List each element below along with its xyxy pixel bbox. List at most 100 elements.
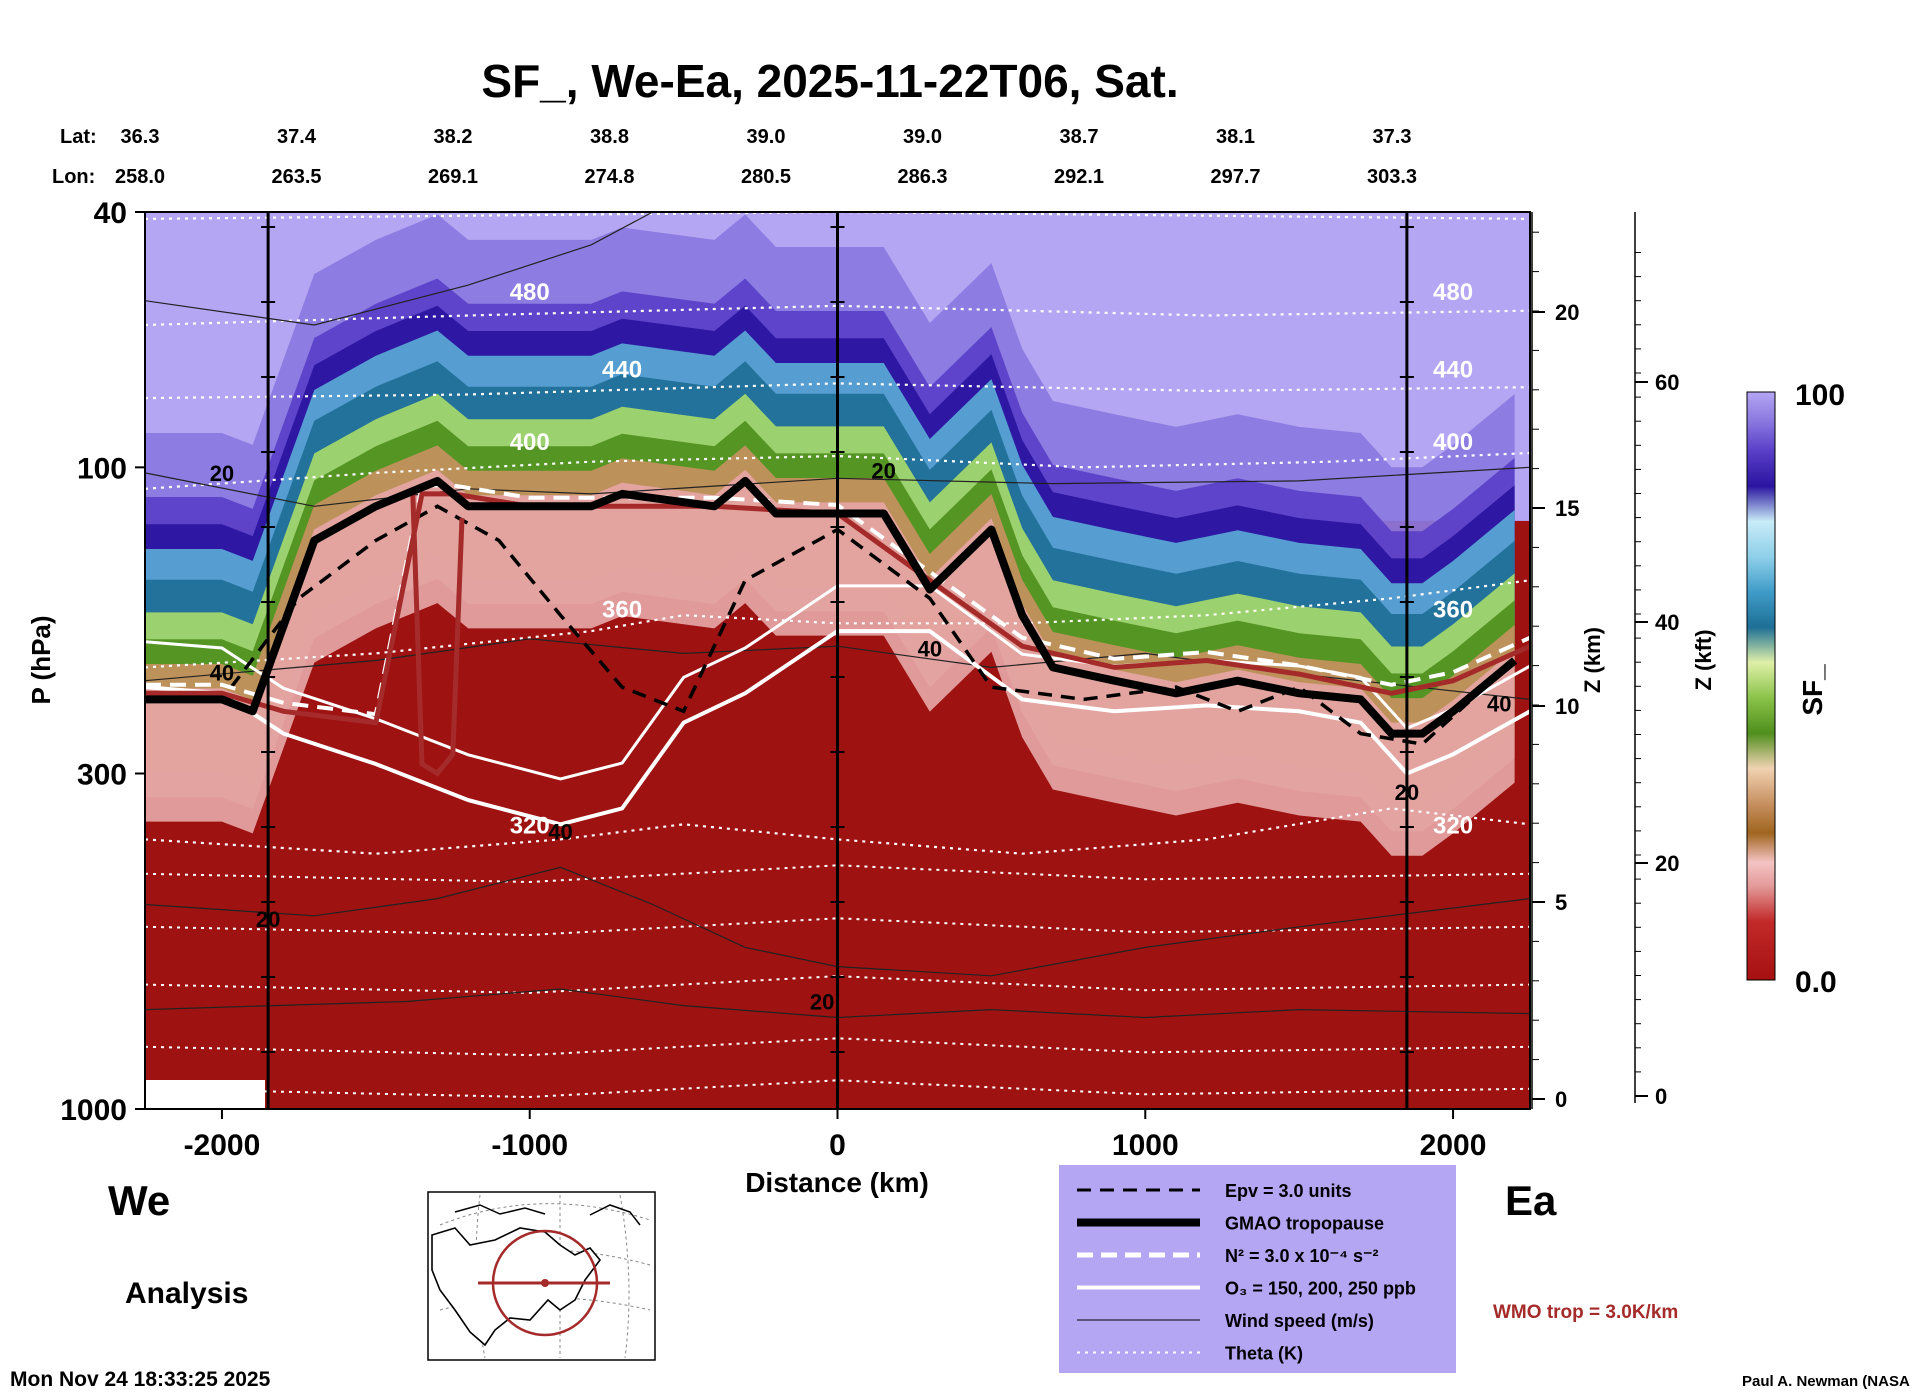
z-km-title: Z (km) (1580, 627, 1605, 693)
theta-label: 320 (510, 812, 550, 839)
x-axis: -2000 -1000 0 1000 2000 (184, 1109, 1486, 1162)
gmao-tropopause-line (145, 476, 1518, 738)
lon-value: 297.7 (1210, 166, 1260, 188)
theta-label: 520 (1433, 185, 1473, 212)
theta-line (145, 975, 1530, 994)
wind-line (145, 466, 1530, 507)
chart-title: SF_, We-Ea, 2025-11-22T06, Sat. (481, 55, 1178, 107)
left-direction-label: We (108, 1177, 170, 1224)
theta-label: 320 (1433, 812, 1473, 839)
wind-label: 40 (1487, 691, 1511, 716)
lon-value: 303.3 (1367, 166, 1417, 188)
field-band (145, 469, 1515, 856)
theta-line (145, 1079, 1530, 1099)
x-axis-title: Distance (km) (745, 1167, 929, 1198)
lat-value: 38.1 (1216, 126, 1255, 148)
lat-value: 37.4 (277, 126, 317, 148)
z-km-tick-label: 5 (1555, 890, 1567, 915)
theta-label: 400 (510, 429, 550, 456)
legend-label: GMAO tropopause (1225, 1214, 1384, 1234)
right-direction-label: Ea (1505, 1177, 1557, 1224)
theta-line (145, 212, 1530, 220)
x-tick-label: 1000 (1112, 1129, 1179, 1162)
legend-label: O₃ = 150, 200, 250 ppb (1225, 1279, 1416, 1299)
n2-contour (145, 483, 1530, 717)
lat-value: 39.0 (747, 126, 786, 148)
lat-value: 39.0 (903, 126, 942, 148)
wind-line (145, 866, 1530, 977)
timestamp: Mon Nov 24 18:33:25 2025 (10, 1368, 271, 1391)
theta-label: 480 (510, 279, 550, 306)
legend-box (1059, 1165, 1456, 1373)
colorbar-title: SF_ (1797, 664, 1828, 716)
wind-label: 20 (871, 458, 895, 483)
theta-label: 480 (1433, 279, 1473, 306)
colorbar (1746, 391, 1776, 981)
z-kft-axis: 0 20 40 60 (1634, 212, 1679, 1109)
lon-value: 280.5 (741, 166, 791, 188)
z-kft-tick-label: 0 (1655, 1084, 1667, 1109)
lon-value: 269.1 (428, 166, 478, 188)
surface-mask (145, 1080, 265, 1109)
y-tick-label: 300 (77, 758, 127, 791)
theta-line (145, 1037, 1530, 1057)
legend-label: Epv = 3.0 units (1225, 1181, 1352, 1201)
z-kft-tick-label: 40 (1655, 610, 1679, 635)
wmo-label: WMO trop = 3.0K/km (1493, 1302, 1678, 1323)
lon-value: 263.5 (271, 166, 321, 188)
inset-coastline (431, 1227, 602, 1347)
wind-line (145, 212, 654, 326)
z-km-axis: 0 5 10 15 20 (1531, 212, 1579, 1112)
wind-labels: 20 20 40 40 40 40 20 20 20 (210, 458, 1512, 1014)
x-tick-label: 0 (829, 1129, 846, 1162)
theta-contours (145, 212, 1530, 1099)
z-km-tick-label: 0 (1555, 1087, 1567, 1112)
lon-value: 286.3 (897, 166, 947, 188)
legend-label: N² = 3.0 x 10⁻⁴ s⁻² (1225, 1246, 1378, 1266)
legend-label: Wind speed (m/s) (1225, 1311, 1374, 1331)
lat-value: 38.7 (1060, 126, 1099, 148)
credit: Paul A. Newman (NASA (1742, 1373, 1910, 1390)
legend-label: Theta (K) (1225, 1344, 1303, 1364)
theta-label: 440 (602, 356, 642, 383)
y-tick-label: 1000 (60, 1094, 127, 1127)
z-km-tick-label: 15 (1555, 496, 1579, 521)
colorbar-max: 100 (1795, 379, 1845, 412)
z-kft-title: Z (kft) (1691, 629, 1716, 690)
lon-value: 292.1 (1054, 166, 1104, 188)
y-axis-title: P (hPa) (26, 615, 56, 704)
wind-label: 40 (918, 636, 942, 661)
section-lines (261, 212, 1414, 1109)
lon-value: 274.8 (584, 166, 634, 188)
wind-label: 20 (210, 461, 234, 486)
z-km-tick-label: 10 (1555, 694, 1579, 719)
wind-label: 40 (548, 819, 572, 844)
theta-line (145, 382, 1530, 400)
wind-label: 40 (210, 661, 234, 686)
wind-label: 20 (1395, 780, 1419, 805)
lon-label: Lon: (52, 166, 95, 188)
analysis-label: Analysis (125, 1277, 248, 1310)
y-tick-label: 100 (77, 452, 127, 485)
theta-line (145, 304, 1530, 327)
theta-label: 360 (602, 596, 642, 623)
lat-label: Lat: (60, 126, 97, 148)
theta-label: 440 (1433, 356, 1473, 383)
theta-labels: 320 320 360 360 400 400 440 440 480 480 520 520 (510, 185, 1473, 840)
wind-label: 20 (256, 907, 280, 932)
y-axis: 1000 300 100 40 (60, 197, 145, 1127)
x-tick-label: -1000 (491, 1129, 568, 1162)
inset-center-marker (541, 1279, 549, 1287)
theta-line (145, 864, 1530, 884)
z-kft-tick-label: 20 (1655, 851, 1679, 876)
colorbar-min: 0.0 (1795, 966, 1837, 999)
lon-value: 258.0 (115, 166, 165, 188)
inset-map (427, 1191, 656, 1361)
wind-label: 20 (810, 990, 834, 1015)
theta-label: 520 (602, 185, 642, 212)
wmo-double-tropopause-line (410, 493, 465, 777)
legend: Epv = 3.0 units GMAO tropopause N² = 3.0 x… (1077, 1181, 1416, 1364)
lon-values: 258.0 263.5 269.1 274.8 280.5 286.3 292.1 297.7… (115, 166, 1417, 188)
lat-value: 38.8 (590, 126, 629, 148)
